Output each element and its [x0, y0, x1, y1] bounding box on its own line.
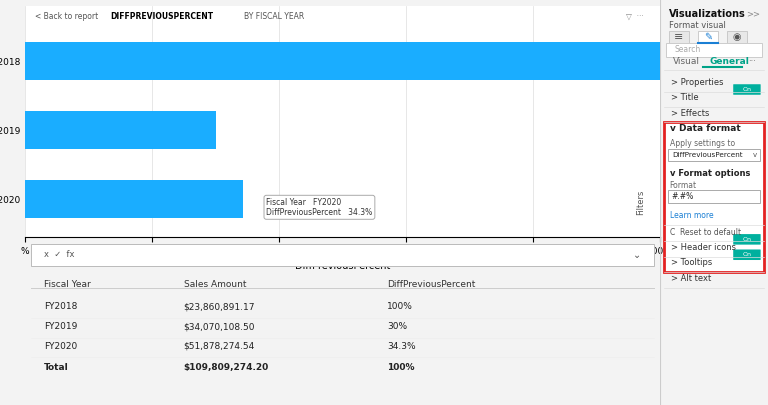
Bar	[667, 149, 760, 161]
Text: Search: Search	[674, 45, 700, 54]
Bar	[698, 31, 718, 43]
Text: ▽  ···: ▽ ···	[627, 12, 644, 21]
Text: >>: >>	[746, 9, 760, 18]
Text: > Properties: > Properties	[670, 78, 723, 87]
Text: On: On	[743, 252, 751, 257]
Text: FY2019: FY2019	[44, 322, 78, 331]
Bar	[25, 111, 216, 149]
Text: v Data format: v Data format	[670, 124, 740, 133]
Text: Sales Amount: Sales Amount	[184, 280, 247, 289]
Text: ✎: ✎	[704, 32, 712, 42]
Text: Fiscal Year   FY2020
DiffPreviousPercent   34.3%: Fiscal Year FY2020 DiffPreviousPercent 3…	[266, 198, 372, 217]
Text: Learn more: Learn more	[670, 211, 713, 220]
Text: DIFFPREVIOUSPERCENT: DIFFPREVIOUSPERCENT	[111, 12, 214, 21]
X-axis label: DiffPreviousPercent: DiffPreviousPercent	[295, 261, 390, 271]
Text: C  Reset to default: C Reset to default	[670, 228, 741, 237]
Text: 34.3%: 34.3%	[387, 342, 415, 351]
Bar	[25, 42, 660, 80]
Text: Visualizations: Visualizations	[669, 9, 746, 19]
Text: > Title: > Title	[670, 93, 698, 102]
Text: 30%: 30%	[387, 322, 407, 331]
FancyBboxPatch shape	[733, 249, 760, 260]
Text: BY FISCAL YEAR: BY FISCAL YEAR	[244, 12, 304, 21]
Text: Fiscal Year: Fiscal Year	[44, 280, 91, 289]
Text: Visual: Visual	[673, 57, 700, 66]
Text: x  ✓  fx: x ✓ fx	[44, 250, 74, 260]
Text: ···: ···	[749, 57, 756, 66]
Text: Apply settings to: Apply settings to	[670, 139, 735, 148]
Text: ◉: ◉	[733, 32, 741, 42]
Text: FY2018: FY2018	[44, 303, 78, 311]
Bar	[31, 244, 654, 266]
Text: DiffPreviousPercent: DiffPreviousPercent	[387, 280, 475, 289]
Text: $51,878,274.54: $51,878,274.54	[184, 342, 255, 351]
Text: Filters: Filters	[636, 190, 645, 215]
Text: DiffPreviousPercent: DiffPreviousPercent	[672, 152, 743, 158]
Text: FY2020: FY2020	[44, 342, 78, 351]
Bar	[667, 43, 762, 57]
Text: 100%: 100%	[387, 363, 415, 372]
Text: v Format options: v Format options	[670, 169, 750, 178]
Text: Format visual: Format visual	[669, 21, 726, 30]
Text: > Tooltips: > Tooltips	[670, 258, 712, 267]
Text: General: General	[710, 57, 750, 66]
Bar	[664, 122, 763, 272]
Text: v: v	[753, 152, 757, 158]
Text: ⌄: ⌄	[633, 250, 641, 260]
Text: < Back to report: < Back to report	[35, 12, 98, 21]
Text: Format: Format	[670, 181, 697, 190]
Text: > Effects: > Effects	[670, 109, 709, 117]
Text: $109,809,274.20: $109,809,274.20	[184, 363, 269, 372]
Text: #.#%: #.#%	[672, 192, 694, 201]
Text: On: On	[743, 87, 751, 92]
FancyBboxPatch shape	[733, 234, 760, 245]
Bar	[667, 190, 760, 202]
Text: On: On	[743, 237, 751, 242]
Bar	[669, 31, 689, 43]
Text: > Header icons: > Header icons	[670, 243, 736, 252]
Text: 100%: 100%	[387, 303, 413, 311]
Text: ≡: ≡	[674, 32, 684, 42]
Bar	[727, 31, 747, 43]
Text: $34,070,108.50: $34,070,108.50	[184, 322, 255, 331]
Text: $23,860,891.17: $23,860,891.17	[184, 303, 255, 311]
FancyBboxPatch shape	[733, 84, 760, 95]
Text: > Alt text: > Alt text	[670, 274, 711, 283]
Bar	[25, 180, 243, 218]
Text: Total: Total	[44, 363, 69, 372]
